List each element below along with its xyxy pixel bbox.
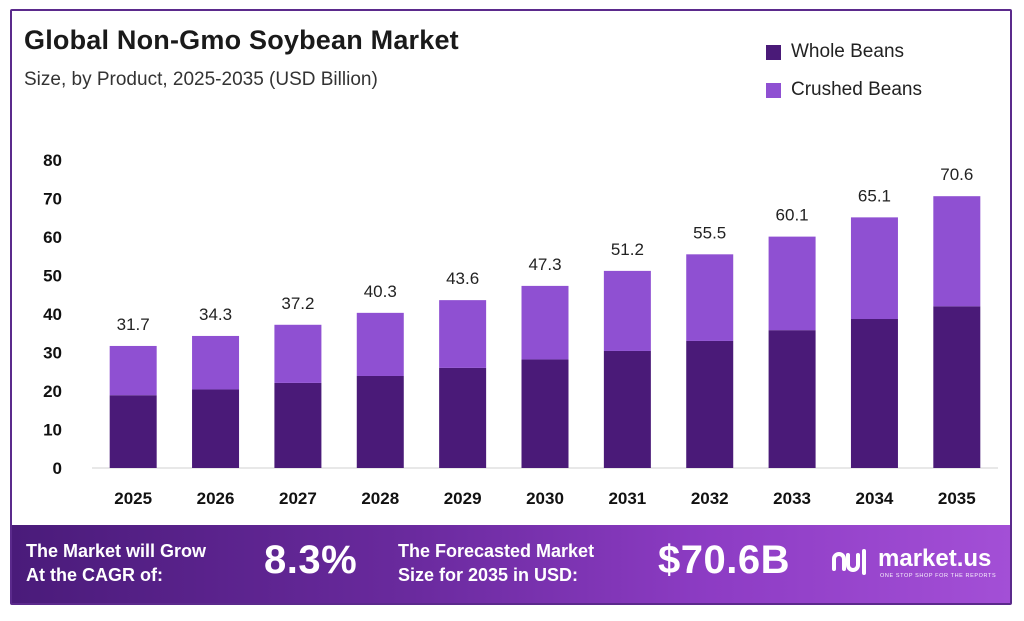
legend-label-whole-beans: Whole Beans	[791, 41, 905, 62]
x-tick-label: 2027	[279, 489, 317, 508]
x-tick-label: 2034	[856, 489, 894, 508]
brand-tagline: ONE STOP SHOP FOR THE REPORTS	[880, 573, 997, 579]
bar-segment-whole-beans	[686, 340, 734, 468]
bar-segment-whole-beans	[768, 330, 816, 468]
bar-segment-whole-beans	[274, 382, 322, 468]
cagr-label: The Market will Grow At the CAGR of:	[26, 539, 266, 587]
bar-segment-crushed-beans	[109, 345, 157, 396]
y-tick-label: 30	[43, 344, 62, 363]
bar-segment-crushed-beans	[521, 285, 569, 360]
x-tick-label: 2030	[526, 489, 564, 508]
footer-banner: The Market will Grow At the CAGR of: 8.3…	[12, 525, 1010, 603]
bar-total-label: 31.7	[117, 315, 150, 334]
bar-segment-crushed-beans	[850, 217, 898, 320]
forecast-label-line2: Size for 2035 in USD:	[398, 565, 579, 585]
bar-segment-whole-beans	[356, 375, 404, 468]
x-tick-label: 2031	[608, 489, 646, 508]
x-tick-label: 2028	[361, 489, 399, 508]
bar-segment-crushed-beans	[768, 236, 816, 331]
bar-total-label: 65.1	[858, 186, 891, 205]
legend-swatch-whole-beans	[766, 44, 781, 60]
bar-segment-whole-beans	[192, 389, 240, 468]
bar-total-label: 51.2	[611, 240, 644, 259]
bar-segment-crushed-beans	[603, 270, 651, 351]
stacked-bar-chart: 0102030405060708031.7202534.3202637.2202…	[43, 151, 998, 508]
y-tick-label: 80	[43, 151, 62, 170]
legend-swatch-crushed-beans	[766, 82, 781, 98]
x-tick-label: 2032	[691, 489, 729, 508]
chart-subtitle: Size, by Product, 2025-2035 (USD Billion…	[24, 69, 378, 90]
cagr-label-line1: The Market will Grow	[26, 541, 207, 561]
forecast-label: The Forecasted Market Size for 2035 in U…	[398, 539, 658, 587]
bar-total-label: 43.6	[446, 269, 479, 288]
x-tick-label: 2035	[938, 489, 976, 508]
chart-title: Global Non-Gmo Soybean Market	[24, 25, 459, 55]
infographic-frame: Global Non-Gmo Soybean Market Size, by P…	[10, 9, 1012, 605]
y-tick-label: 50	[43, 267, 62, 286]
bar-total-label: 37.2	[281, 294, 314, 313]
bar-segment-whole-beans	[933, 306, 981, 468]
bar-total-label: 47.3	[528, 255, 561, 274]
y-tick-label: 0	[53, 459, 62, 478]
x-tick-label: 2029	[444, 489, 482, 508]
bar-segment-crushed-beans	[192, 335, 240, 390]
bar-total-label: 55.5	[693, 223, 726, 242]
brand-logo: market.us ONE STOP SHOP FOR THE REPORTS	[830, 545, 996, 579]
x-tick-label: 2033	[773, 489, 811, 508]
bar-total-label: 34.3	[199, 305, 232, 324]
cagr-value: 8.3%	[264, 538, 358, 582]
x-tick-label: 2026	[197, 489, 235, 508]
legend-item-whole-beans: Whole Beans	[766, 33, 922, 71]
market-us-logo-icon	[832, 549, 866, 575]
bar-segment-crushed-beans	[933, 196, 981, 307]
brand-name: market.us	[878, 545, 992, 572]
bar-segment-whole-beans	[850, 319, 898, 468]
forecast-value: $70.6B	[658, 538, 790, 582]
bar-segment-whole-beans	[109, 395, 157, 468]
forecast-label-line1: The Forecasted Market	[398, 541, 595, 561]
bar-segment-whole-beans	[439, 367, 487, 468]
bar-segment-crushed-beans	[274, 324, 322, 383]
bar-segment-whole-beans	[603, 350, 651, 468]
bar-segment-crushed-beans	[686, 254, 734, 341]
x-tick-label: 2025	[114, 489, 152, 508]
bar-segment-crushed-beans	[356, 312, 404, 376]
y-tick-label: 40	[43, 305, 62, 324]
bar-segment-whole-beans	[521, 359, 569, 468]
bar-total-label: 70.6	[940, 165, 973, 184]
bar-total-label: 40.3	[364, 282, 397, 301]
y-tick-label: 10	[43, 421, 62, 440]
legend: Whole Beans Crushed Beans	[766, 33, 922, 109]
legend-label-crushed-beans: Crushed Beans	[791, 79, 922, 100]
y-tick-label: 70	[43, 190, 62, 209]
legend-item-crushed-beans: Crushed Beans	[766, 71, 922, 109]
y-tick-label: 60	[43, 228, 62, 247]
bar-segment-crushed-beans	[439, 300, 487, 368]
y-tick-label: 20	[43, 382, 62, 401]
cagr-label-line2: At the CAGR of:	[26, 565, 163, 585]
bar-total-label: 60.1	[776, 206, 809, 225]
